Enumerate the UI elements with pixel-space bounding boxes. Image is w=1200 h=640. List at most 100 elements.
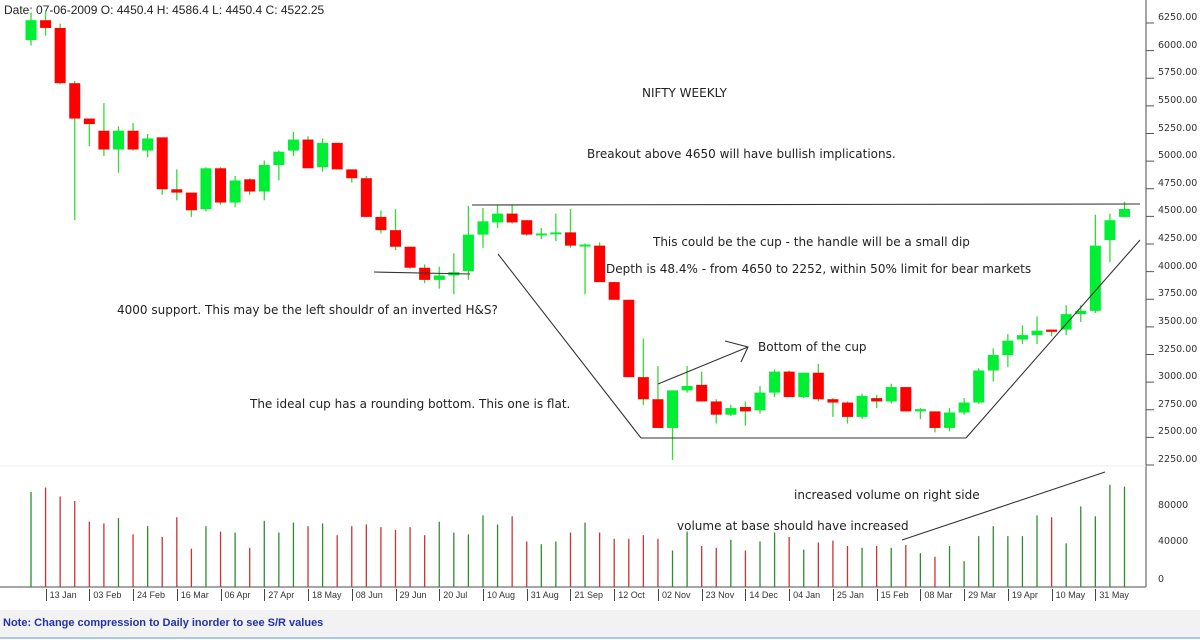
candle-down	[812, 372, 824, 400]
candle-up	[492, 213, 504, 223]
bottom-of-cup-annotation: Bottom of the cup	[758, 340, 867, 354]
candle-down	[506, 213, 518, 223]
candle-down	[98, 130, 110, 150]
candle-down	[215, 168, 227, 203]
date-tick-label: 14 Dec	[745, 589, 778, 601]
candle-down	[360, 178, 372, 217]
price-tick-label: 3000.00	[1158, 371, 1198, 383]
date-tick-label: 12 Oct	[614, 589, 645, 601]
candle-up	[287, 139, 299, 151]
date-tick-label: 24 Feb	[133, 589, 165, 601]
candle-down	[900, 387, 912, 412]
candle-down	[652, 399, 664, 428]
date-tick-label: 04 Jan	[789, 589, 820, 601]
candle-up	[798, 372, 810, 398]
price-tick-label: 5500.00	[1158, 94, 1198, 106]
candle-up	[1002, 340, 1014, 356]
trend-line	[901, 471, 1106, 541]
candle-up	[579, 244, 591, 247]
price-tick-label: 6000.00	[1158, 39, 1198, 51]
depth-annotation: Depth is 48.4% - from 4650 to 2252, with…	[606, 262, 1032, 276]
candle-up	[142, 138, 154, 151]
status-bar: Note: Change compression to Daily inorde…	[0, 610, 1200, 639]
date-tick-label: 29 Jun	[395, 589, 427, 601]
price-tick-label: 3750.00	[1158, 288, 1198, 300]
volume-tick-label: 0	[1158, 574, 1165, 585]
candle-down	[623, 299, 635, 378]
trend-line	[471, 203, 1141, 206]
candle-down	[54, 27, 66, 84]
price-tick-label: 2500.00	[1158, 426, 1198, 438]
candle-up	[769, 371, 781, 393]
candle-up	[958, 402, 970, 413]
candle-up	[987, 355, 999, 371]
candle-up	[112, 130, 124, 150]
candle-down	[564, 232, 576, 246]
candle-down	[244, 179, 256, 192]
candle-up	[856, 395, 868, 417]
date-tick-label: 19 Apr	[1007, 589, 1038, 601]
date-tick-label: 15 Feb	[876, 589, 909, 601]
candle-up	[550, 232, 562, 235]
date-tick-label: 23 Nov	[701, 589, 734, 601]
compression-note: Note: Change compression to Daily inorde…	[3, 617, 324, 629]
candle-up	[317, 142, 329, 168]
trend-line	[497, 253, 642, 439]
candle-down	[331, 142, 343, 170]
price-tick-label: 4250.00	[1158, 233, 1198, 244]
candle-down	[637, 377, 649, 400]
price-tick-label: 5250.00	[1158, 122, 1198, 134]
candle-down	[83, 118, 95, 125]
support-annotation: 4000 support. This may be the left shoul…	[117, 303, 498, 317]
chart-title-annotation: NIFTY WEEKLY	[642, 86, 728, 100]
date-tick-label: 02 Nov	[657, 589, 690, 601]
candle-down	[171, 189, 183, 193]
candle-down	[871, 398, 883, 402]
candle-up	[200, 168, 212, 210]
candle-down	[594, 245, 606, 283]
candle-up	[754, 392, 766, 411]
candle-up	[1119, 208, 1130, 217]
date-tick-label: 16 Mar	[176, 589, 209, 601]
date-tick-label: 06 Apr	[220, 589, 251, 601]
candle-down	[185, 192, 197, 211]
candle-up	[1060, 314, 1072, 330]
arrow-head-icon	[724, 340, 749, 363]
ohlc-readout: Date: 07-06-2009 O: 4450.4 H: 4586.4 L: …	[4, 3, 325, 17]
date-tick-label: 08 Mar	[920, 589, 952, 601]
candle-up	[273, 151, 285, 165]
chart-plot-area[interactable]	[0, 0, 1200, 605]
cup-annotation: This could be the cup - the handle will …	[653, 235, 970, 249]
candle-down	[40, 20, 52, 28]
candle-down	[929, 411, 941, 428]
date-tick-label: 29 Mar	[964, 589, 996, 601]
candle-down	[827, 399, 839, 403]
candle-up	[229, 180, 241, 203]
candle-up	[1089, 245, 1101, 311]
candle-down	[710, 401, 722, 415]
candle-down	[841, 402, 853, 417]
date-tick-label: 21 Sep	[570, 589, 603, 601]
date-tick-label: 31 Aug	[526, 589, 559, 601]
arrow-line	[657, 346, 749, 385]
candle-down	[127, 130, 139, 150]
candle-up	[1075, 310, 1087, 315]
date-tick-label: 27 Apr	[264, 589, 294, 601]
candle-down	[156, 137, 168, 190]
candle-up	[973, 370, 985, 403]
ideal-cup-annotation: The ideal cup has a rounding bottom. Thi…	[250, 397, 571, 411]
date-tick-label: 13 Jan	[45, 589, 77, 601]
candle-up	[944, 412, 956, 428]
price-tick-label: 4000.00	[1158, 260, 1198, 272]
candle-up	[885, 387, 897, 402]
volume-right-annotation: increased volume on right side	[794, 488, 980, 502]
candle-up	[535, 233, 547, 236]
candle-down	[696, 384, 708, 402]
price-tick-label: 5000.00	[1158, 150, 1198, 162]
candle-down	[390, 230, 401, 247]
price-tick-label: 3500.00	[1158, 315, 1198, 327]
candle-down	[404, 246, 416, 268]
candle-down	[346, 169, 358, 179]
candle-up	[667, 390, 679, 428]
date-tick-label: 08 Jun	[351, 589, 383, 601]
